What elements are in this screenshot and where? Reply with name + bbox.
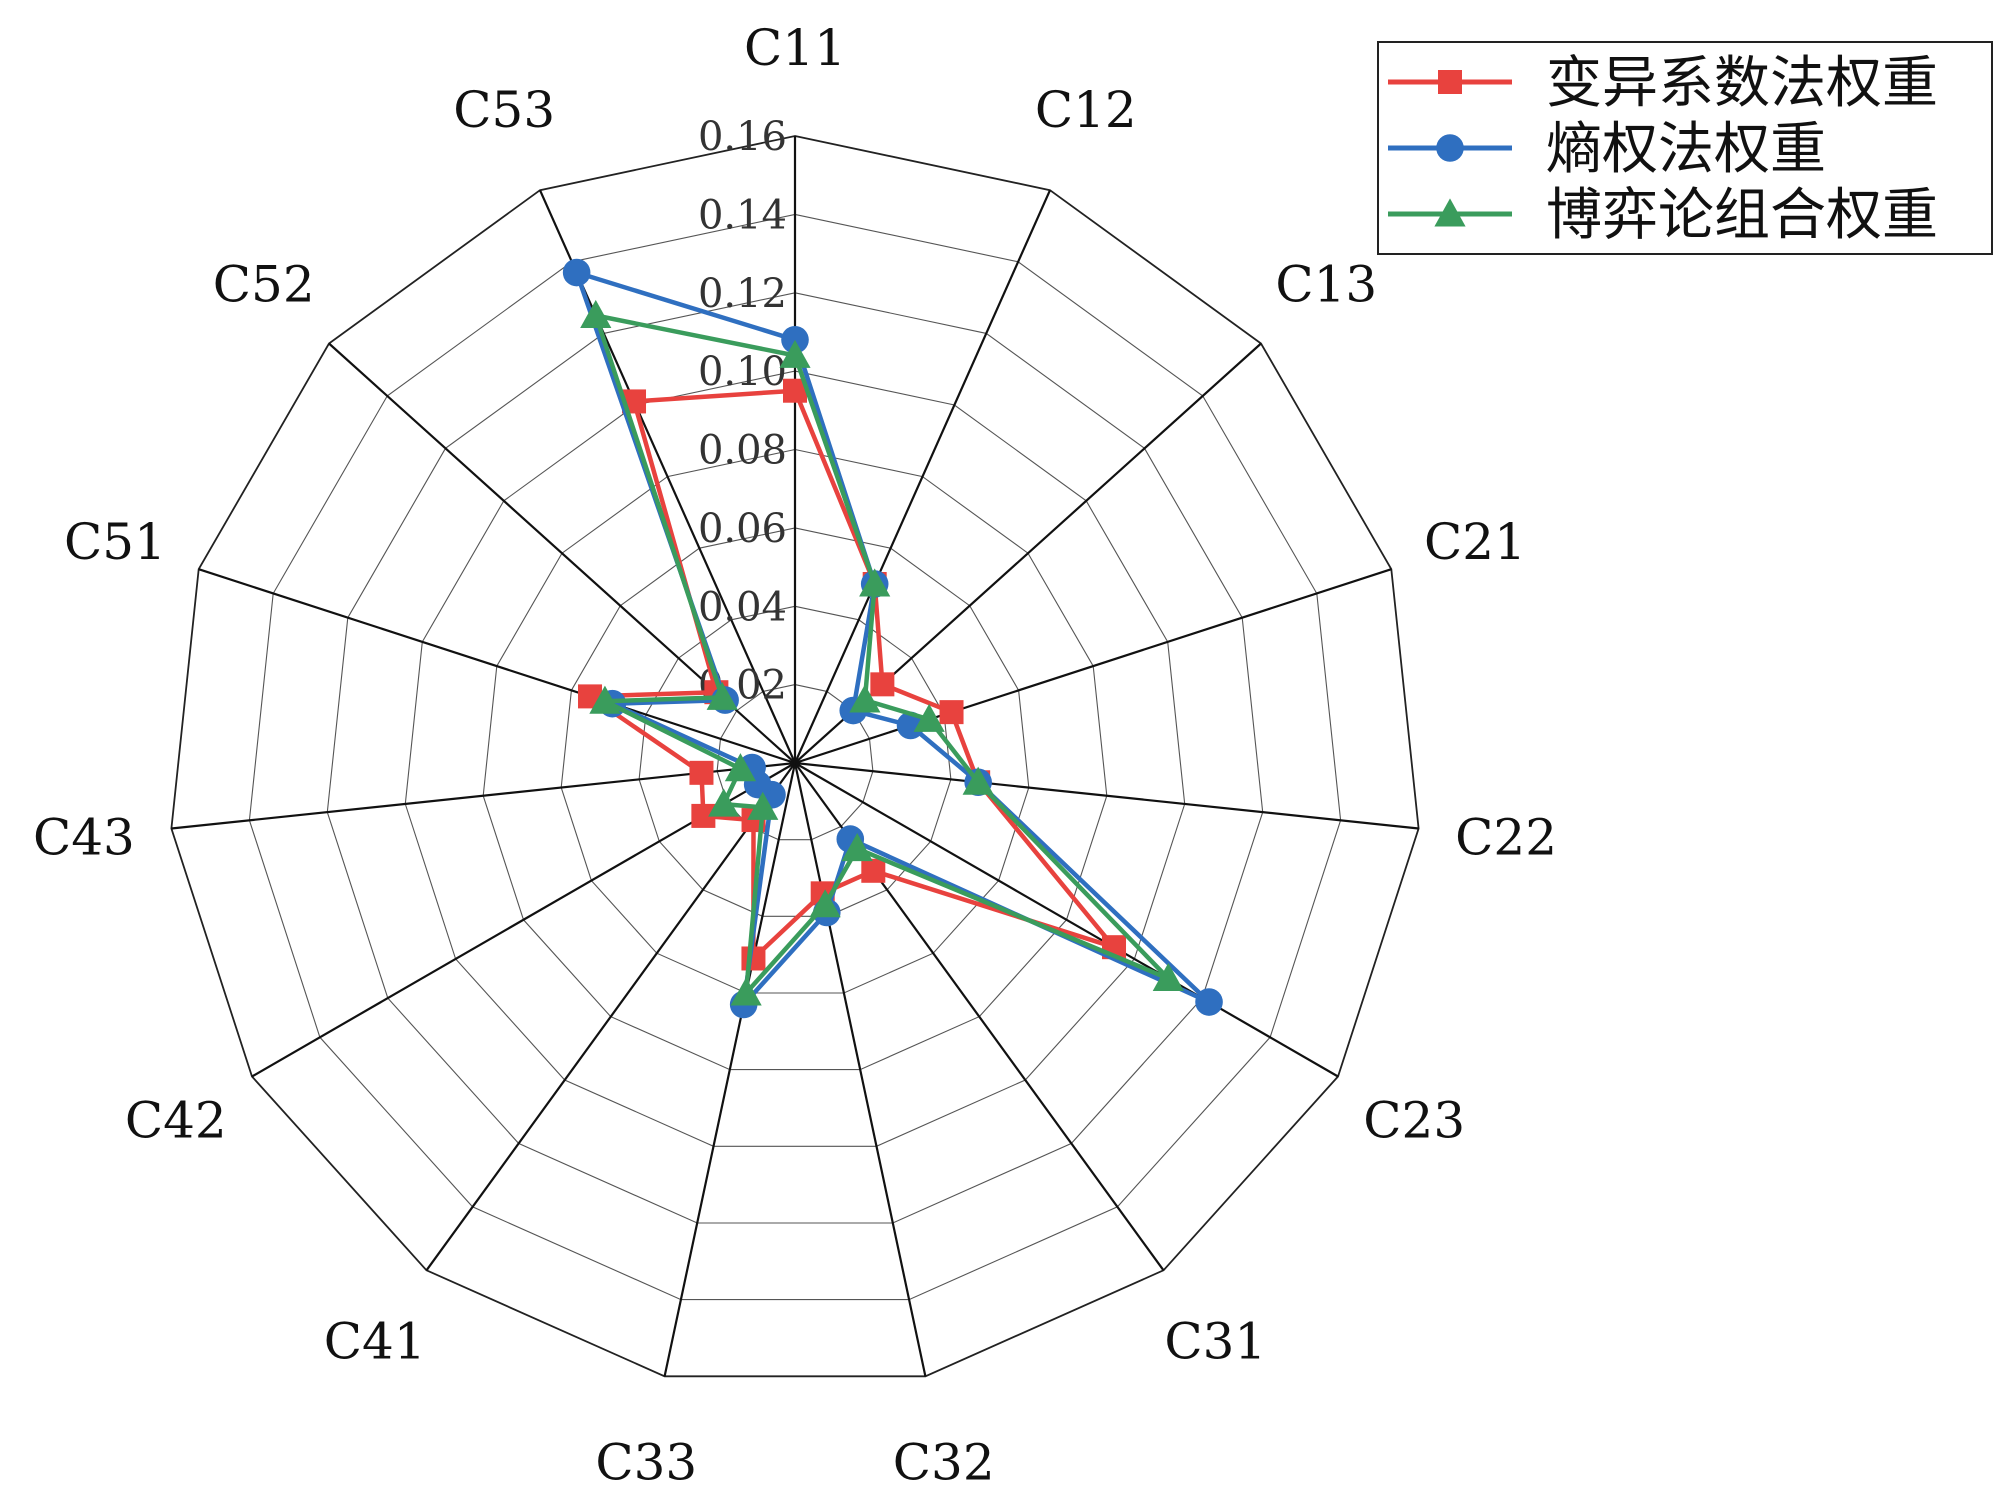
data-point — [913, 703, 945, 732]
grid-ring — [248, 213, 1342, 1301]
data-point — [706, 681, 738, 710]
axis-spoke-c12 — [793, 189, 1052, 764]
data-point — [781, 325, 809, 354]
data-point — [589, 685, 621, 714]
category-label-c32: C32 — [893, 1433, 995, 1491]
data-point — [870, 672, 895, 697]
grid-ring — [326, 292, 1264, 1224]
grid-ring — [170, 135, 1420, 1378]
category-label-c43: C43 — [33, 809, 135, 867]
category-label-c12: C12 — [1035, 81, 1137, 139]
data-point — [779, 339, 811, 368]
legend-marker — [1438, 70, 1462, 94]
data-point — [939, 700, 964, 725]
radial-tick-label: 0.12 — [698, 271, 787, 317]
radial-tick-label: 0.08 — [698, 428, 787, 474]
data-point — [861, 858, 886, 883]
data-point — [841, 832, 873, 862]
legend-marker — [1434, 198, 1466, 227]
data-point — [724, 753, 757, 782]
radial-tick-label: 0.10 — [698, 349, 787, 395]
axis-spoke-c51 — [198, 568, 796, 765]
legend-label: 变异系数法权重 — [1546, 51, 1938, 116]
data-point — [1152, 962, 1184, 992]
category-labels: C11 C12 C13 C21 C22 C23 C31 C32 C33 C41 C42 C43 C51 C… — [33, 19, 1557, 1491]
data-point — [689, 760, 714, 785]
radial-tick-label: 0.06 — [698, 506, 787, 552]
data-point — [730, 977, 762, 1006]
category-label-c42: C42 — [125, 1092, 227, 1150]
legend-marker — [1436, 134, 1464, 162]
grid-ring — [716, 684, 874, 841]
category-label-c22: C22 — [1455, 809, 1557, 867]
series-layer — [562, 258, 1223, 1019]
data-point — [859, 568, 891, 597]
legend-label: 熵权法权重 — [1546, 117, 1826, 182]
data-point — [580, 299, 612, 328]
grid-ring — [482, 448, 1108, 1071]
data-point — [741, 946, 766, 971]
radial-tick-label: 0.16 — [698, 114, 787, 160]
radial-tick-label: 0.14 — [698, 192, 787, 238]
axis-spoke-c23 — [794, 762, 1339, 1078]
legend-label: 博弈论组合权重 — [1546, 183, 1938, 248]
series-2 — [562, 258, 1223, 1019]
category-label-c33: C33 — [595, 1433, 697, 1491]
category-label-c11: C11 — [744, 19, 846, 77]
data-point — [809, 889, 841, 918]
data-point — [747, 791, 779, 820]
radial-tick-labels: 0.020.040.060.080.100.120.140.16 — [698, 114, 787, 709]
category-label-c51: C51 — [64, 513, 166, 571]
grid-ring — [560, 527, 1030, 994]
category-label-c23: C23 — [1363, 1092, 1465, 1150]
radar-grid — [170, 135, 1420, 1378]
axis-spoke-c22 — [794, 761, 1419, 830]
series-line — [587, 388, 1117, 961]
axis-spoke-c21 — [794, 568, 1392, 765]
data-point — [562, 258, 591, 287]
series-line — [593, 313, 1171, 996]
category-label-c53: C53 — [453, 81, 555, 139]
data-point — [708, 788, 740, 817]
legend-item: 变异系数法权重 — [1388, 51, 1938, 116]
grid-ring — [404, 370, 1186, 1147]
axis-spoke-c33 — [663, 762, 797, 1377]
legend-item: 博弈论组合权重 — [1388, 183, 1938, 248]
series-1 — [578, 378, 1127, 971]
data-point — [896, 711, 925, 740]
category-label-c31: C31 — [1164, 1312, 1266, 1370]
data-point — [1195, 988, 1223, 1016]
category-label-c41: C41 — [324, 1312, 426, 1370]
radial-tick-label: 0.04 — [698, 584, 787, 630]
series-3 — [580, 299, 1184, 1006]
data-point — [962, 766, 994, 795]
category-label-c13: C13 — [1275, 256, 1377, 314]
legend-item: 熵权法权重 — [1388, 117, 1826, 182]
axis-spoke-c32 — [793, 762, 927, 1377]
series-line — [574, 270, 1212, 1007]
category-label-c21: C21 — [1424, 513, 1526, 571]
axis-spoke-c41 — [425, 762, 796, 1271]
data-point — [849, 684, 881, 713]
category-label-c52: C52 — [213, 256, 315, 314]
